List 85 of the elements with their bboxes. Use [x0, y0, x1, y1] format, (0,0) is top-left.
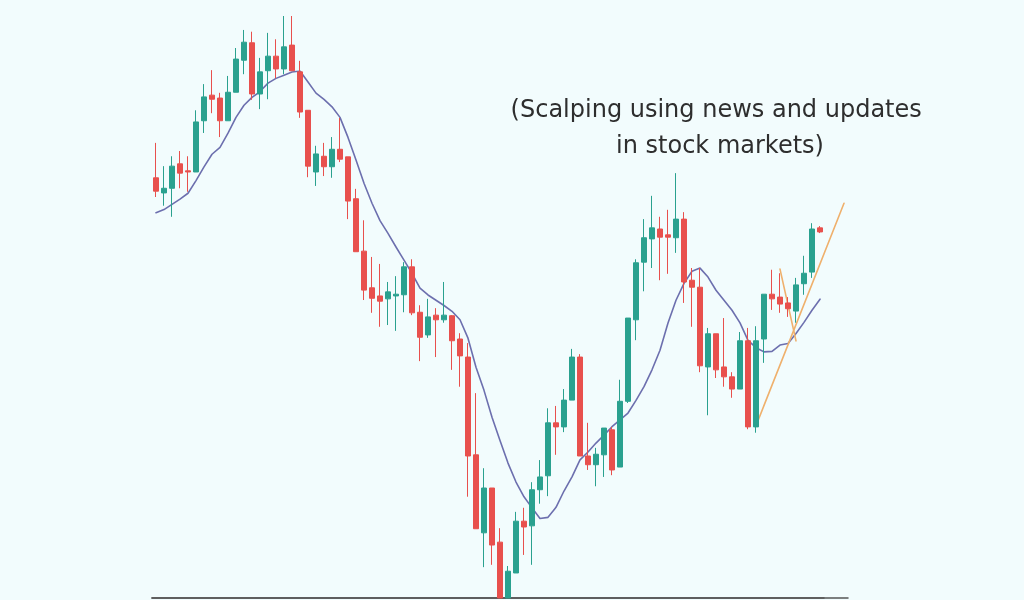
- candlestick: [673, 172, 679, 254]
- candlestick: [425, 298, 431, 339]
- candlestick: [625, 317, 631, 404]
- candlestick: [337, 117, 343, 163]
- candlestick: [401, 261, 407, 313]
- candlestick: [193, 109, 199, 173]
- candlestick: [241, 29, 247, 75]
- candlestick: [769, 269, 775, 311]
- candlestick: [793, 277, 799, 324]
- candlestick: [417, 304, 423, 362]
- candlestick: [729, 371, 735, 399]
- candlestick: [809, 222, 815, 279]
- candlestick: [265, 32, 271, 100]
- candlestick: [249, 31, 255, 101]
- candlestick: [665, 209, 671, 275]
- candlestick: [737, 331, 743, 390]
- candlestick: [449, 314, 455, 371]
- candlestick: [577, 353, 583, 457]
- candlestick: [649, 195, 655, 269]
- candlestick: [761, 293, 767, 364]
- candlestick: [617, 379, 623, 468]
- candlestick: [281, 15, 287, 75]
- candlestick: [489, 487, 495, 566]
- candlestick: [209, 69, 215, 114]
- candlestick: [473, 392, 479, 530]
- candlestick: [801, 255, 807, 296]
- candlestick: [553, 405, 559, 456]
- candlestick: [385, 281, 391, 326]
- candlestick: [161, 165, 167, 207]
- candlestick: [433, 307, 439, 358]
- candlestick: [313, 145, 319, 187]
- candlestick: [353, 188, 359, 253]
- candlestick: [657, 216, 663, 281]
- candlestick: [513, 511, 519, 574]
- text: (Scalping using news and updates in stock markets): [510, 95, 930, 159]
- candlestick: [681, 211, 687, 304]
- candlestick: [257, 57, 263, 110]
- candlestick: [521, 507, 527, 556]
- candlestick: [593, 447, 599, 487]
- candlestick: [753, 325, 759, 434]
- candlestick: [441, 281, 447, 324]
- candlestick: [529, 481, 535, 566]
- candlestick: [585, 422, 591, 471]
- candlestick: [785, 296, 791, 318]
- candlestick: [289, 15, 295, 72]
- candlestick: [609, 426, 615, 476]
- candlestick: [329, 136, 335, 179]
- candlestick: [457, 332, 463, 388]
- candlestick: [601, 427, 607, 478]
- candlestick: [817, 225, 823, 234]
- candlestick: [393, 275, 399, 332]
- candlestick: [409, 258, 415, 316]
- candlestick: [217, 92, 223, 138]
- candlestick: [177, 150, 183, 189]
- candlestick: [713, 333, 719, 379]
- candlestick: [561, 388, 567, 433]
- candlestick: [705, 327, 711, 416]
- candlestick: [369, 256, 375, 314]
- candlestick: [545, 407, 551, 497]
- candlestick: [721, 317, 727, 388]
- candlestick: [345, 156, 351, 220]
- candlestick: [505, 565, 511, 599]
- candlestick: [481, 467, 487, 568]
- candlestick: [185, 155, 191, 193]
- candlestick: [273, 38, 279, 79]
- candlestick: [569, 348, 575, 401]
- candlestick: [497, 527, 503, 599]
- candlestick: [305, 109, 311, 178]
- candlestick: [641, 218, 647, 292]
- candlestick: [169, 155, 175, 218]
- candlestick: [745, 327, 751, 430]
- candlestick: [777, 272, 783, 314]
- candlestick: [697, 267, 703, 373]
- candlestick: [377, 263, 383, 328]
- candlestick: [225, 75, 231, 122]
- candlestick: [537, 459, 543, 505]
- candlestick: [321, 142, 327, 177]
- candlestick: [233, 47, 239, 93]
- candlestick: [297, 60, 303, 119]
- candlestick: [201, 83, 207, 134]
- candlestick: [633, 258, 639, 341]
- candlestick: [689, 267, 695, 328]
- candlestick: [361, 219, 367, 301]
- candlestick: [465, 342, 471, 498]
- candlestick: [153, 142, 159, 198]
